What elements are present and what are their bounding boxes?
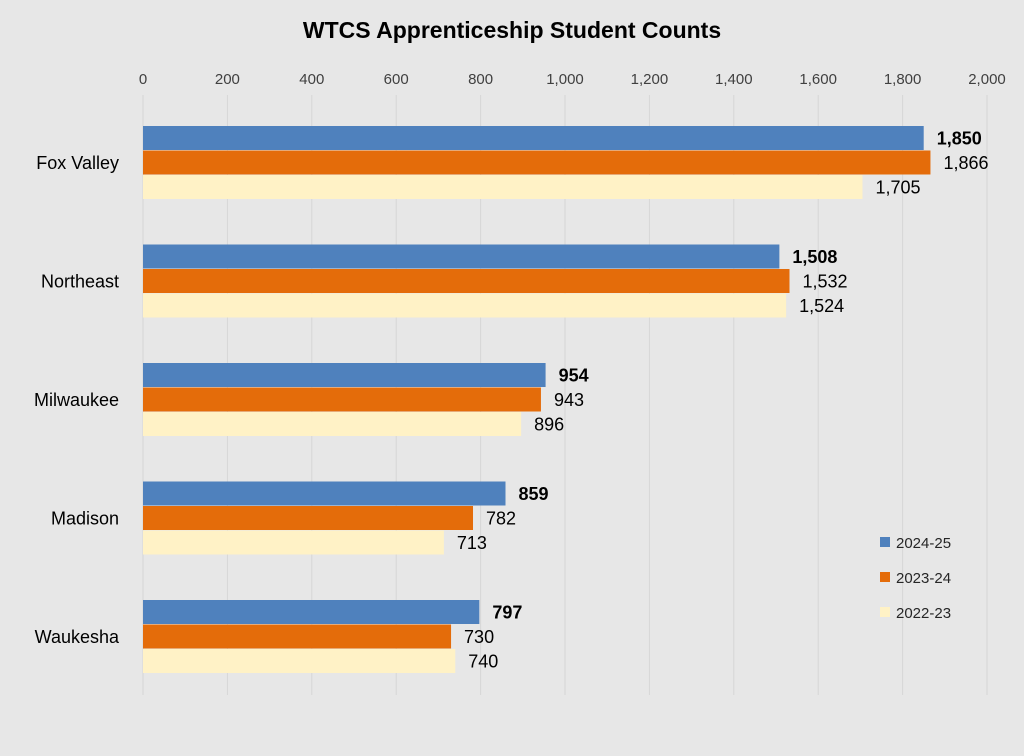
data-label: 943 <box>554 390 584 410</box>
legend-swatch <box>880 572 890 582</box>
bar-2022-23 <box>143 175 863 199</box>
x-tick-label: 0 <box>139 71 147 88</box>
x-tick-label: 600 <box>384 71 409 88</box>
bar-2022-23 <box>143 412 522 436</box>
x-tick-label: 800 <box>468 71 493 88</box>
x-tick-label: 1,600 <box>799 71 837 88</box>
x-tick-label: 2,000 <box>968 71 1006 88</box>
bar-2024-25 <box>143 126 924 150</box>
data-label: 859 <box>518 484 548 504</box>
data-label: 1,508 <box>792 247 837 267</box>
bar-2022-23 <box>143 293 787 318</box>
bar-2024-25 <box>143 244 780 269</box>
bar-2023-24 <box>143 624 452 649</box>
category-label: Northeast <box>41 271 119 291</box>
bar-2022-23 <box>143 649 456 673</box>
chart-title: WTCS Apprenticeship Student Counts <box>303 17 721 43</box>
data-label: 1,524 <box>799 296 844 316</box>
data-label: 1,866 <box>943 153 988 173</box>
legend-swatch <box>880 537 890 547</box>
bar-2024-25 <box>143 363 546 387</box>
x-axis-ticks: 0 200 400 600 800 1,000 1,200 1,400 1,600 1,800 2,… <box>139 71 1006 88</box>
bar-2023-24 <box>143 387 541 412</box>
data-label: 782 <box>486 508 516 528</box>
x-tick-label: 1,200 <box>631 71 669 88</box>
category-labels: Fox Valley Northeast Milwaukee Madison Wauke… <box>34 153 120 647</box>
bar-2023-24 <box>143 150 931 175</box>
bar-2023-24 <box>143 506 474 530</box>
bar-2022-23 <box>143 530 444 555</box>
legend: 2024-25 2023-24 2022-23 <box>880 535 951 622</box>
data-label: 1,850 <box>937 128 982 148</box>
category-label: Milwaukee <box>34 390 119 410</box>
legend-label: 2023-24 <box>896 570 951 587</box>
category-label: Fox Valley <box>36 153 119 173</box>
x-tick-label: 1,400 <box>715 71 753 88</box>
category-label: Madison <box>51 508 119 528</box>
x-tick-label: 200 <box>215 71 240 88</box>
data-label: 1,705 <box>876 177 921 197</box>
x-tick-label: 400 <box>299 71 324 88</box>
x-tick-label: 1,000 <box>546 71 584 88</box>
data-label: 1,532 <box>803 271 848 291</box>
data-label: 954 <box>559 365 589 385</box>
data-label: 713 <box>457 533 487 553</box>
legend-label: 2022-23 <box>896 605 951 622</box>
data-label: 797 <box>492 602 522 622</box>
bar-2023-24 <box>143 269 790 293</box>
data-label: 896 <box>534 414 564 434</box>
data-label: 730 <box>464 627 494 647</box>
legend-label: 2024-25 <box>896 535 951 552</box>
bar-2024-25 <box>143 481 506 506</box>
x-tick-label: 1,800 <box>884 71 922 88</box>
bar-2024-25 <box>143 600 480 624</box>
bars: 1,850 1,866 1,705 1,508 1,532 1,524 954 943 896 8… <box>143 126 988 673</box>
data-label: 740 <box>468 651 498 671</box>
legend-swatch <box>880 607 890 617</box>
category-label: Waukesha <box>35 627 120 647</box>
